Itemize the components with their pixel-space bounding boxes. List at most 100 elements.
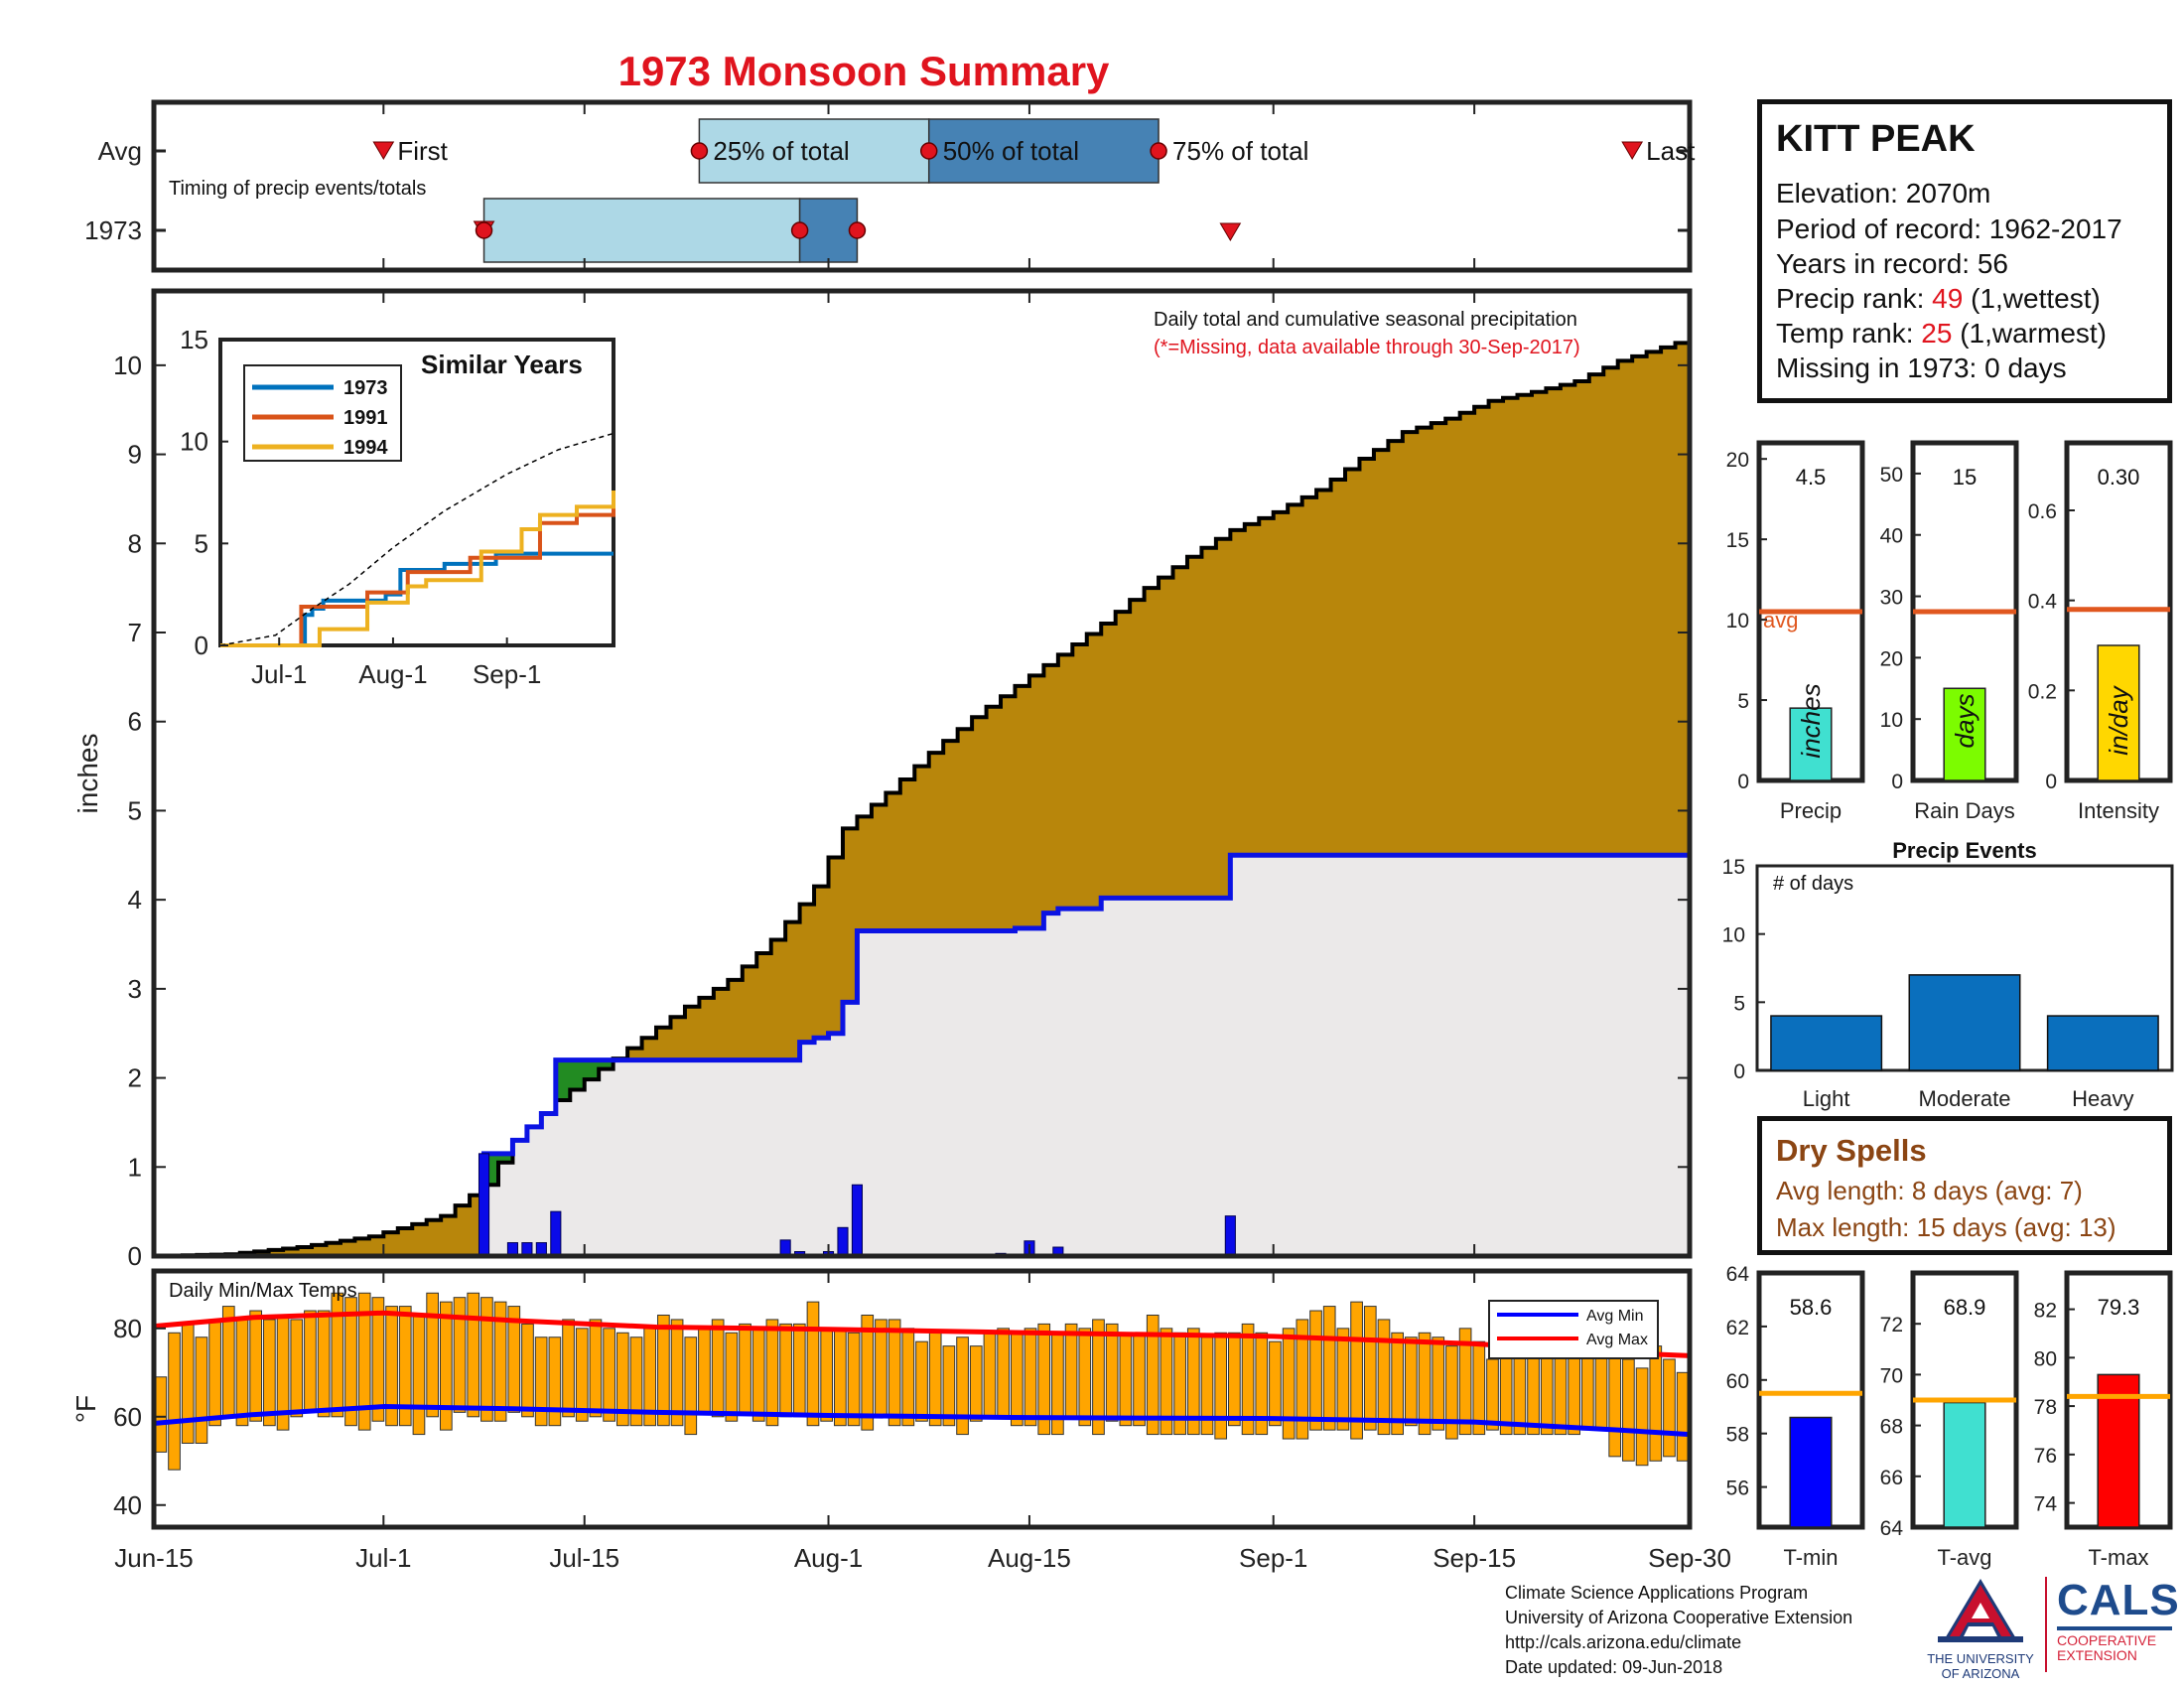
events-xtick-label: Heavy [2072, 1086, 2133, 1111]
precip-ytick-label: 10 [1726, 610, 1749, 633]
daily-temp-bar [1064, 1323, 1078, 1418]
daily-temp-bar [1432, 1336, 1445, 1431]
avg-25pct-marker [690, 142, 709, 160]
tmin-ytick-label: 58 [1726, 1424, 1749, 1447]
temps-legend [1488, 1300, 1659, 1359]
dry-spells-title: Dry Spells [1776, 1133, 1927, 1168]
daily-temp-bar [1554, 1349, 1568, 1436]
daily-temp-bar [1405, 1336, 1418, 1427]
daily-temp-bar [861, 1314, 875, 1431]
tavg-bar [1943, 1401, 1986, 1528]
events-xtick-label: Light [1803, 1086, 1850, 1111]
university-of-arizona-logo: THE UNIVERSITY OF ARIZONA [1922, 1577, 2039, 1681]
daily-temp-bar [684, 1336, 698, 1436]
daily-temp-bar [1363, 1306, 1377, 1431]
daily-temp-bar [928, 1332, 942, 1427]
precip-ytick-label: 20 [1726, 449, 1749, 472]
daily-temp-bar [575, 1328, 589, 1422]
avg-box-50-75 [927, 118, 1160, 184]
timing-label-first: First [397, 136, 448, 166]
raindays-xlabel: Rain Days [1914, 798, 2014, 823]
tmax-bar [2097, 1373, 2140, 1528]
timing-label-50: 50% of total [943, 136, 1079, 166]
tmin-bar [1789, 1416, 1833, 1528]
daily-temp-bar [997, 1328, 1010, 1418]
daily-temp-bar [426, 1292, 439, 1418]
cals-subtitle: COOPERATIVE EXTENSION [2057, 1633, 2172, 1663]
daily-precip-bar [1224, 1215, 1236, 1257]
precip-rank-suffix: (1,wettest) [1963, 283, 2101, 314]
precip-bar [1789, 707, 1833, 781]
daily-temp-bar [1282, 1328, 1296, 1440]
cumulative-ytick-label: 5 [128, 795, 142, 825]
cumulative-ytick-label: 7 [128, 618, 142, 647]
footer-url[interactable]: http://cals.arizona.edu/climate [1505, 1632, 1742, 1652]
daily-temp-bar [887, 1319, 901, 1427]
tavg-ytick-label: 66 [1880, 1467, 1903, 1489]
temps-xtick-label: Sep-15 [1433, 1543, 1516, 1573]
daily-temp-bar [181, 1323, 195, 1444]
daily-precip-bar [851, 1184, 863, 1257]
cumulative-ytick-label: 8 [128, 528, 142, 558]
footer-updated: Date updated: 09-Jun-2018 [1505, 1657, 1723, 1677]
daily-temp-bar [290, 1319, 304, 1418]
daily-precip-bar [550, 1210, 562, 1257]
year-25pct-marker [790, 221, 809, 239]
cumulative-ytick-label: 10 [113, 351, 142, 380]
tmax-ytick-label: 82 [2034, 1300, 2057, 1323]
ua-wordmark-line2: OF ARIZONA [1941, 1666, 2020, 1681]
cumulative-panel-frame [151, 288, 1693, 1259]
inset-ytick-label: 5 [195, 528, 208, 558]
overlap-area [154, 855, 1690, 1256]
ua-wordmark-line1: THE UNIVERSITY [1927, 1651, 2034, 1666]
raindays-unit-label: days [1950, 694, 1979, 749]
daily-temp-bar [1418, 1332, 1432, 1436]
temps-xtick-label: Jul-15 [549, 1543, 619, 1573]
years-text: Years in record: 56 [1776, 248, 2008, 279]
daily-temp-bar [1472, 1340, 1486, 1436]
daily-temp-bar [1037, 1323, 1051, 1436]
cumulative-ytick-label: 4 [128, 885, 142, 914]
tmax-ytick-label: 74 [2034, 1493, 2058, 1516]
daily-temp-bar [1336, 1328, 1350, 1431]
cumulative-annotation: Daily total and cumulative seasonal prec… [1154, 309, 1577, 331]
daily-temp-bar [615, 1332, 629, 1427]
temps-legend-label: Avg Max [1586, 1332, 1648, 1348]
station-info-box: KITT PEAK Elevation: 2070m Period of rec… [1757, 99, 2172, 403]
temps-xtick-label: Sep-1 [1239, 1543, 1307, 1573]
legend-label-1973: 1973 [343, 377, 388, 399]
inset-xtick-label: Jul-1 [251, 659, 307, 689]
daily-temp-bar [1133, 1332, 1146, 1427]
daily-temp-bar [1024, 1328, 1037, 1427]
footer-org: University of Arizona Cooperative Extens… [1505, 1608, 1853, 1627]
precip-ytick-label: 0 [1737, 771, 1749, 793]
daily-temp-bar [1663, 1358, 1676, 1458]
legend-label-1991: 1991 [343, 407, 388, 429]
daily-temp-bar [1649, 1345, 1663, 1462]
tmax-xlabel: T-max [2088, 1545, 2148, 1570]
cumulative-ytick-label: 2 [128, 1063, 142, 1093]
daily-temp-bar [1296, 1319, 1309, 1440]
avg-first-marker [372, 141, 395, 160]
daily-temp-bar [385, 1306, 398, 1427]
daily-temp-bar [698, 1328, 711, 1413]
timing-row-label-avg: Avg [98, 136, 142, 166]
avg-last-marker [1621, 141, 1644, 160]
daily-temp-bar [208, 1319, 221, 1427]
daily-temp-bar [521, 1323, 534, 1418]
similar-years-avg-line [219, 432, 614, 646]
tmin-xlabel: T-min [1784, 1545, 1839, 1570]
temps-title: Daily Min/Max Temps [169, 1280, 357, 1302]
daily-temp-bar [235, 1319, 249, 1427]
daily-temp-bar [154, 1376, 168, 1453]
daily-temp-bar [1255, 1332, 1269, 1436]
temps-ylabel: °F [70, 1395, 101, 1423]
daily-temp-bar [1580, 1354, 1594, 1431]
daily-temp-bar [493, 1301, 507, 1422]
cals-wordmark: CALS [2057, 1576, 2180, 1624]
daily-temp-bar [1119, 1332, 1133, 1427]
daily-temp-bar [480, 1297, 493, 1422]
daily-temp-bar [589, 1319, 603, 1418]
tavg-ytick-label: 72 [1880, 1314, 1903, 1336]
missing-line: Missing in 1973: 0 days [1776, 352, 2067, 384]
